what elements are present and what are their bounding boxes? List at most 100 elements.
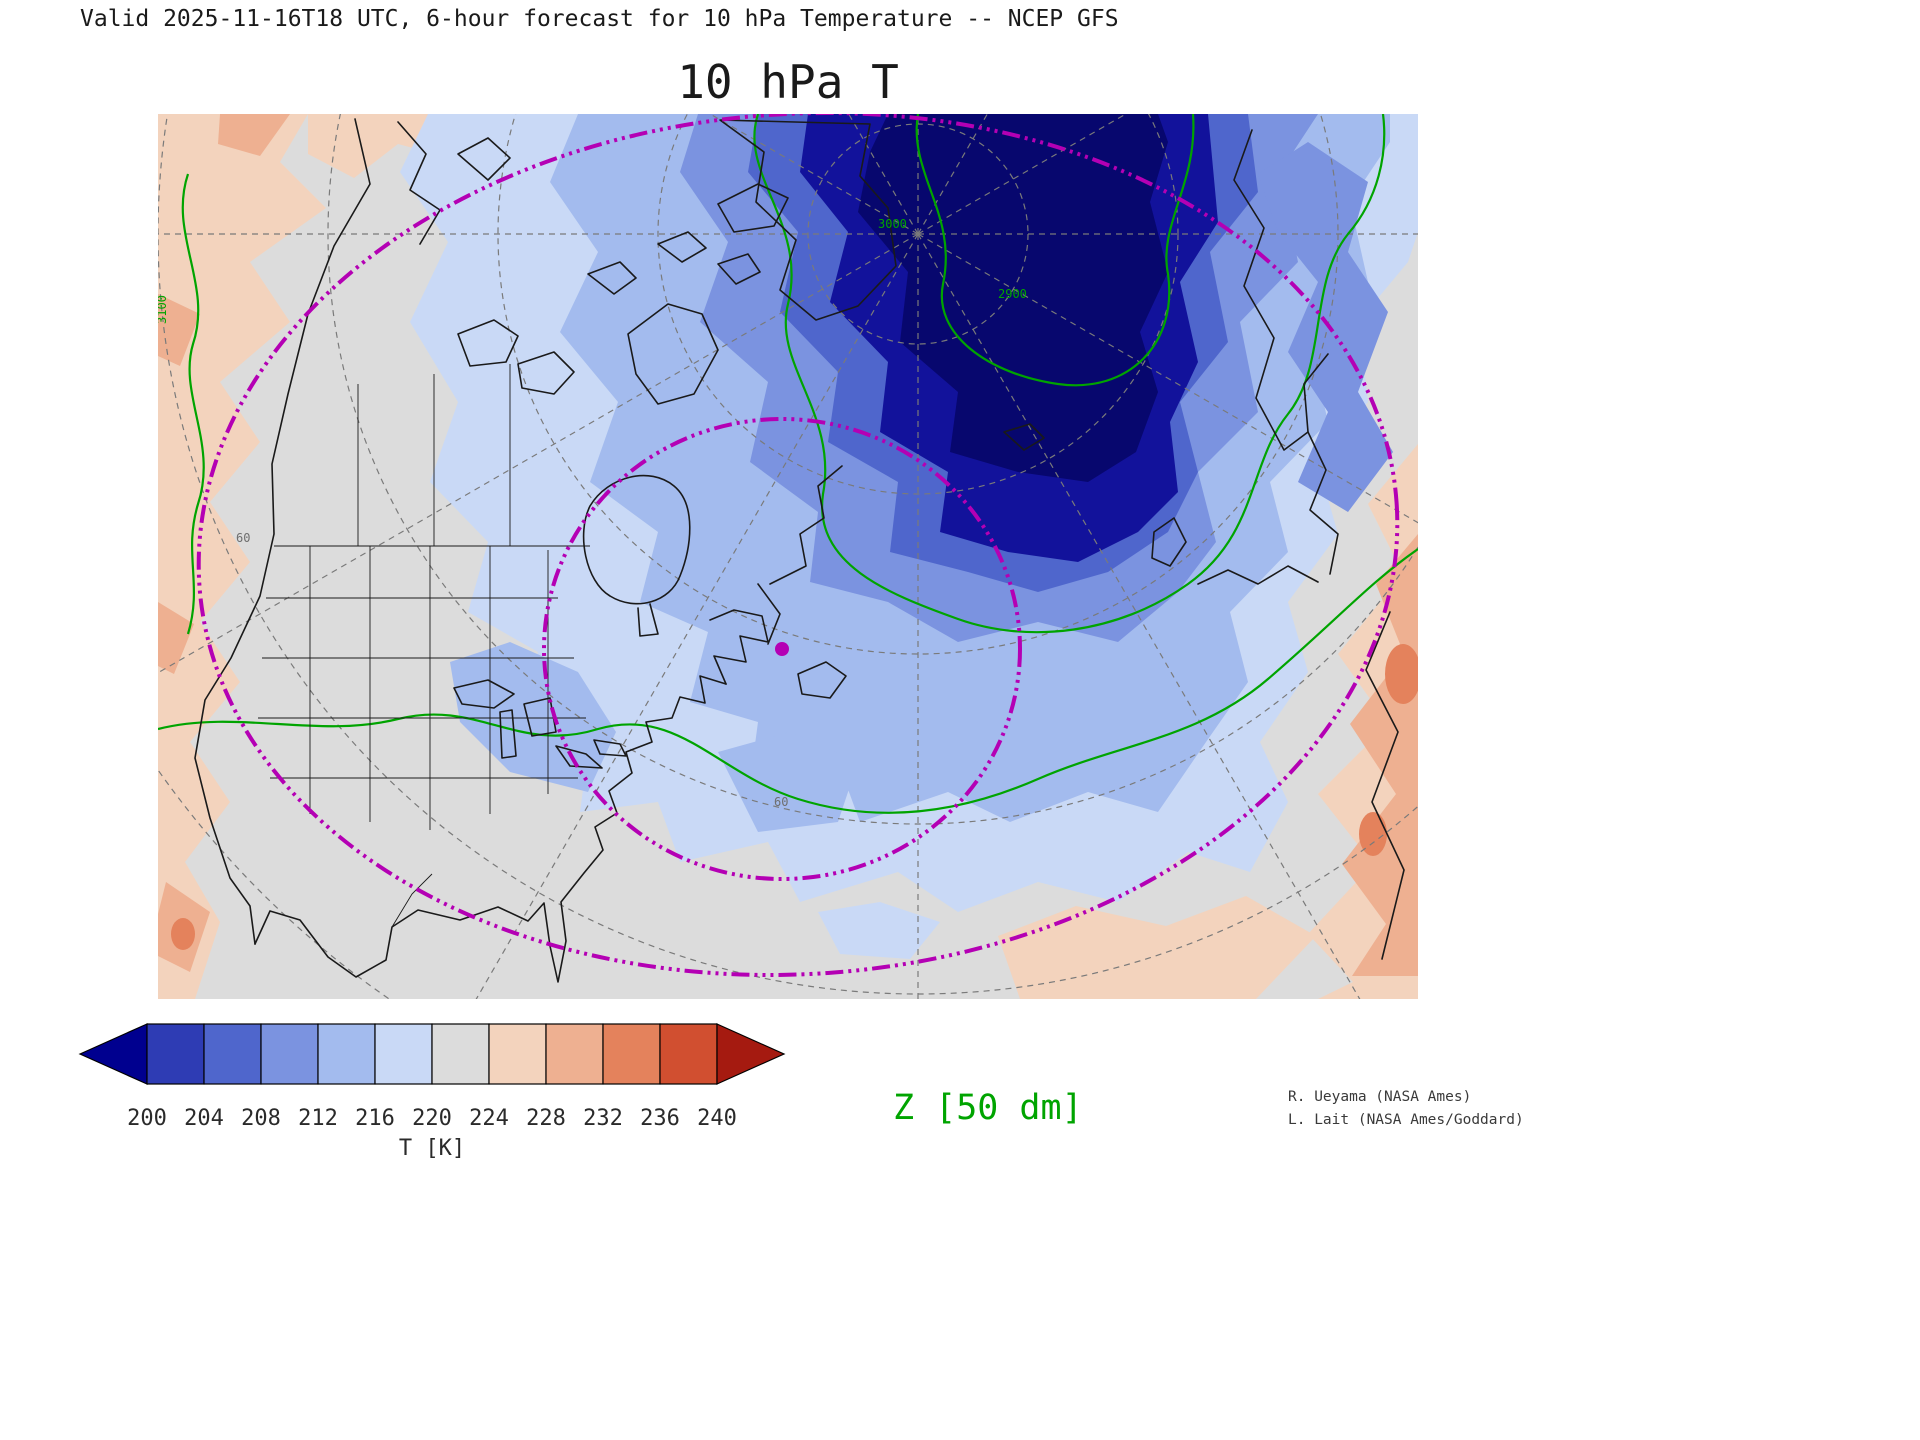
coastline-alaska-islands — [457, 137, 511, 181]
cool-patch-scandinavia — [1258, 142, 1393, 512]
state-borders — [258, 364, 590, 928]
map-text-labels: 2900 3000 3100 60 60 — [158, 217, 1027, 809]
arctic-island-small-a — [587, 261, 637, 295]
colorbar-arrow-right — [716, 1023, 786, 1085]
height-contours — [158, 114, 1418, 814]
temperature-colorbar: 200 204 208 212 216 220 224 228 232 236 … — [78, 1022, 790, 1162]
colorbar-svg — [78, 1023, 786, 1085]
credit-line-2: L. Lait (NASA Ames/Goddard) — [1288, 1112, 1524, 1128]
contour-label-3100: 3100 — [158, 295, 169, 324]
lake-huron — [523, 697, 557, 737]
height-contour-3000-south — [158, 548, 1418, 814]
coastline-uk — [1151, 517, 1187, 567]
arctic-island-banks — [457, 319, 519, 367]
colorbar-cell — [488, 1023, 547, 1085]
coastline-continental-europe — [1197, 565, 1319, 585]
colorbar-cells — [78, 1023, 786, 1085]
coastline-hudson-bay — [582, 474, 691, 605]
page-title: 10 hPa T — [677, 55, 899, 109]
coastline-mediterranean-africa — [1365, 611, 1405, 960]
warm2-patch-left-a — [158, 294, 200, 366]
coastline-norway — [1233, 129, 1329, 451]
height-contour-3000-vortex — [753, 114, 1386, 634]
coastline-newfoundland — [797, 661, 847, 699]
meridian-line — [917, 233, 1418, 524]
colorbar-tick: 236 — [640, 1106, 680, 1131]
coastlines — [194, 118, 1405, 983]
colorbar-tick: 232 — [583, 1106, 623, 1131]
height-contour-2900 — [915, 114, 1195, 387]
credits-block: R. Ueyama (NASA Ames) L. Lait (NASA Ames… — [1288, 1086, 1524, 1132]
colorbar-cell — [146, 1023, 205, 1085]
height-contour-3100 — [181, 173, 205, 635]
colorbar-tick: 200 — [127, 1106, 167, 1131]
arctic-island-small-b — [657, 231, 707, 263]
credit-line-1: R. Ueyama (NASA Ames) — [1288, 1089, 1472, 1105]
station-marker-dot — [775, 642, 789, 656]
vortex-edge-outer-loop — [196, 114, 1400, 977]
warm3-spot-southwest — [171, 918, 195, 950]
coastline-st-lawrence — [709, 609, 769, 685]
colorbar-cell — [545, 1023, 604, 1085]
meridian-line — [917, 233, 1361, 999]
contour-label-3000: 3000 — [878, 217, 907, 231]
colorbar-axis-label: T [K] — [398, 1136, 466, 1161]
colorbar-tick: 212 — [298, 1106, 338, 1131]
meridian-line — [475, 233, 919, 999]
lake-superior — [453, 679, 515, 709]
height-contour-legend: Z [50 dm] — [893, 1088, 1083, 1128]
arctic-island-small-c — [717, 253, 761, 285]
colorbar-tick: 208 — [241, 1106, 281, 1131]
colorbar-tick: 224 — [469, 1106, 509, 1131]
coastline-baltic — [1307, 431, 1339, 575]
map-canvas: 2900 3000 3100 60 60 — [158, 114, 1418, 999]
colorbar-cell — [602, 1023, 661, 1085]
colorbar-cell — [203, 1023, 262, 1085]
colorbar-arrow-left — [78, 1023, 148, 1085]
coastline-west-coast — [194, 118, 371, 945]
colorbar-cell — [260, 1023, 319, 1085]
graticule-label-60-b: 60 — [236, 531, 250, 545]
colorbar-cell — [659, 1023, 718, 1085]
colorbar-tick: 216 — [355, 1106, 395, 1131]
graticule — [158, 114, 1418, 999]
meridian-line — [708, 114, 919, 235]
warm3-spot-east-b — [1359, 812, 1387, 856]
graticule-label-60-a: 60 — [774, 795, 788, 809]
arctic-island-victoria — [517, 351, 575, 395]
border-rio-grande — [391, 873, 433, 928]
lake-ontario — [593, 739, 627, 757]
colorbar-cell — [431, 1023, 490, 1085]
coastline-iceland — [1003, 423, 1045, 451]
coastline-greenland — [719, 119, 897, 321]
coastline-gulf-east-coast — [254, 675, 727, 983]
arctic-island-baffin — [627, 303, 719, 405]
valid-time-line: Valid 2025-11-16T18 UTC, 6-hour forecast… — [80, 6, 1119, 32]
warm-region-bottom-center — [998, 896, 1316, 999]
coastline-quebec — [757, 583, 781, 645]
latitude-circle — [657, 114, 1179, 495]
warm2-patch-left-b — [158, 602, 194, 674]
arctic-island-ellesmere — [717, 183, 789, 233]
warm2-patch-top-left — [218, 114, 290, 156]
colorbar-ticks: 200 204 208 212 216 220 224 228 232 236 … — [78, 1106, 790, 1134]
cool-patch-great-lakes — [450, 642, 616, 792]
colorbar-tick: 220 — [412, 1106, 452, 1131]
vortex-edge-inner-loop — [542, 417, 1022, 881]
colorbar-cell — [317, 1023, 376, 1085]
warm3-spot-east-a — [1385, 644, 1418, 704]
cool-patch-northeast — [718, 732, 858, 832]
coastline-labrador — [769, 465, 843, 585]
temperature-map-svg: 2900 3000 3100 60 60 — [158, 114, 1418, 999]
contour-label-2900: 2900 — [998, 287, 1027, 301]
colorbar-tick: 228 — [526, 1106, 566, 1131]
coastline-james-bay — [637, 603, 659, 637]
cool-patch-bottom-center — [818, 902, 940, 959]
latitude-circle — [327, 114, 1418, 825]
coastline-alaska-interior — [397, 121, 441, 245]
warm2-region-east — [1342, 534, 1418, 976]
meridian-line — [158, 233, 919, 674]
lake-erie — [555, 745, 603, 769]
colorbar-tick: 204 — [184, 1106, 224, 1131]
